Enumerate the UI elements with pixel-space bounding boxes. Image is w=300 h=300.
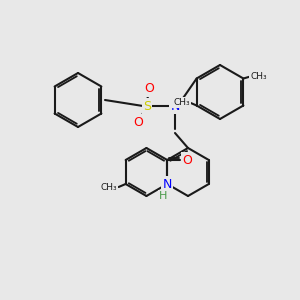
Text: O: O [144, 82, 154, 95]
Text: O: O [182, 154, 192, 166]
Text: N: N [163, 178, 172, 190]
Text: O: O [133, 116, 143, 128]
Text: N: N [170, 100, 180, 112]
Text: CH₃: CH₃ [250, 72, 267, 81]
Text: CH₃: CH₃ [100, 182, 117, 191]
Text: H: H [159, 191, 167, 201]
Text: CH₃: CH₃ [173, 98, 190, 107]
Text: S: S [143, 100, 151, 112]
